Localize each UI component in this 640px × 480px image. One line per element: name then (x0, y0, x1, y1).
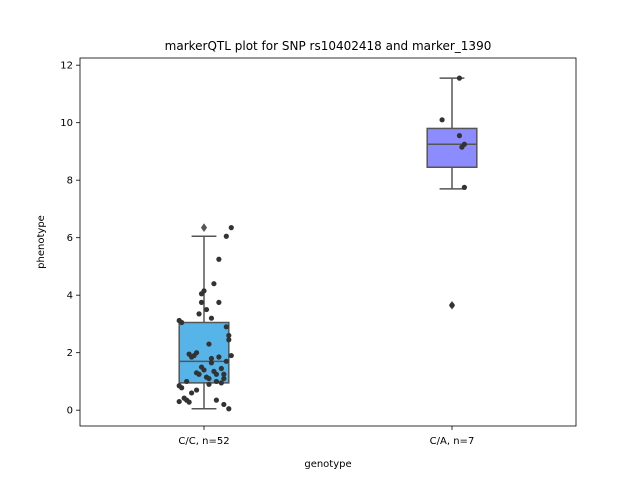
data-point (186, 399, 192, 405)
x-tick-label: C/C, n=52 (178, 436, 229, 447)
data-point (228, 352, 234, 359)
plot-area (176, 75, 478, 412)
data-point (221, 375, 227, 382)
data-point (211, 281, 217, 287)
data-point (449, 302, 455, 308)
data-point (193, 350, 200, 356)
data-point (206, 381, 212, 387)
data-point (223, 324, 229, 330)
data-point (213, 397, 219, 403)
data-point (196, 371, 202, 377)
data-point (226, 332, 232, 339)
iqr-box (426, 127, 478, 168)
data-point (198, 299, 205, 305)
data-point (206, 341, 212, 347)
y-tick-label: 6 (67, 233, 73, 244)
y-tick-label: 4 (67, 291, 73, 302)
y-tick-label: 12 (60, 61, 73, 72)
data-point (461, 184, 467, 190)
data-point (179, 319, 185, 326)
data-point (193, 387, 200, 393)
data-point (206, 375, 212, 382)
y-axis-label: phenotype (36, 215, 47, 269)
y-tick-label: 10 (60, 118, 73, 129)
box-group-0 (176, 223, 234, 412)
data-point (456, 75, 463, 81)
data-point (184, 378, 190, 385)
data-point (216, 354, 222, 360)
y-tick-label: 2 (67, 348, 73, 359)
data-point (461, 141, 467, 147)
data-point (456, 133, 463, 139)
data-point (216, 299, 222, 305)
data-point (201, 367, 207, 373)
box-group-1 (426, 75, 478, 310)
x-axis-label: genotype (304, 459, 351, 470)
data-point (213, 378, 219, 385)
data-point (228, 225, 234, 231)
axes: 0 2 4 6 8 10 12 C/C, n=52 C/A, n=7 (60, 61, 474, 447)
y-tick-label: 8 (67, 176, 73, 187)
y-tick-label: 0 (67, 406, 73, 417)
data-point (189, 390, 195, 396)
outlier-marker (200, 223, 208, 233)
data-point (176, 398, 182, 405)
data-point (203, 306, 210, 313)
data-point (226, 406, 232, 412)
chart-title: markerQTL plot for SNP rs10402418 and ma… (165, 39, 492, 53)
data-point (223, 233, 229, 239)
data-point (439, 117, 445, 123)
data-point (208, 315, 215, 321)
data-point (221, 401, 227, 408)
data-point (208, 355, 215, 362)
plot-frame (79, 57, 577, 427)
data-point (216, 256, 222, 262)
data-point (221, 371, 227, 377)
data-point (226, 337, 232, 343)
data-point (179, 385, 185, 391)
data-point (208, 360, 215, 366)
data-point (196, 311, 202, 317)
data-point (201, 288, 207, 294)
data-point (223, 358, 229, 364)
x-tick-label: C/A, n=7 (430, 436, 475, 447)
data-point (213, 371, 219, 377)
data-point (218, 365, 224, 372)
data-point (218, 380, 224, 386)
